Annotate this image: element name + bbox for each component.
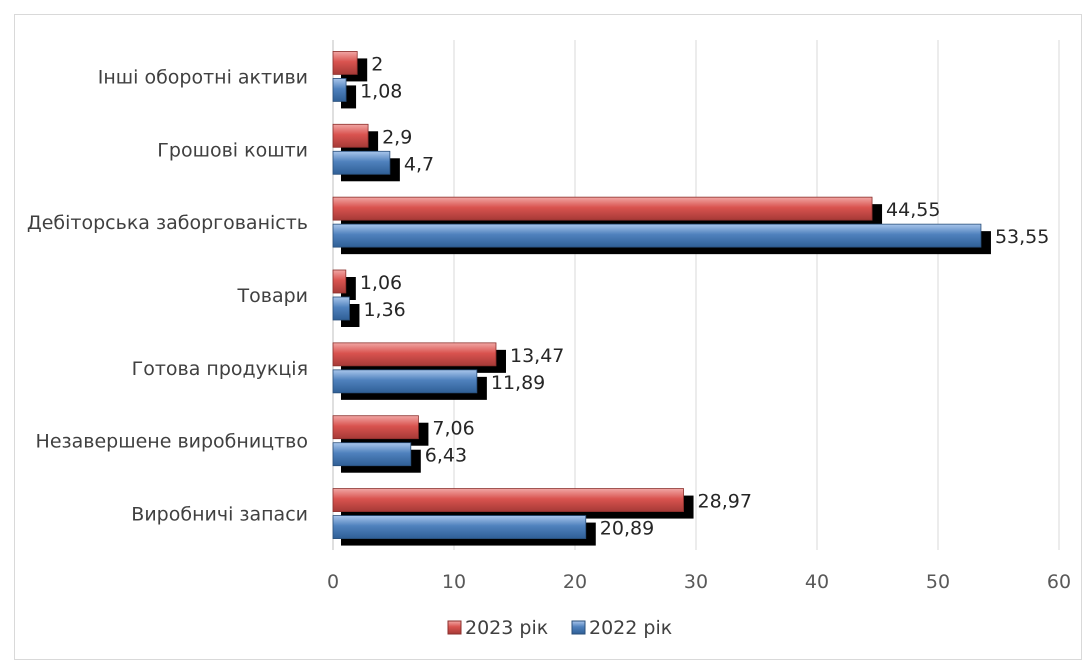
bar-2023 [332, 342, 497, 367]
bar-2023 [332, 123, 369, 148]
data-label: 44,55 [886, 199, 940, 221]
x-tick-label: 0 [327, 571, 339, 593]
bar-2022 [332, 150, 391, 175]
legend-swatch-2022 [571, 620, 586, 635]
data-label: 11,89 [491, 372, 545, 394]
data-label: 7,06 [432, 418, 474, 440]
x-tick-label: 60 [1047, 571, 1071, 593]
bar-2022 [332, 369, 478, 394]
category-label: Виробничі запаси [131, 504, 308, 526]
bar-2022 [332, 515, 587, 539]
bar-2022 [332, 223, 982, 248]
data-label: 1,08 [360, 80, 402, 102]
data-label: 2 [371, 53, 383, 75]
x-tick-label: 10 [442, 571, 466, 593]
chart-frame [14, 14, 1082, 660]
category-label: Інші оборотні активи [98, 66, 308, 88]
data-label: 28,97 [698, 491, 752, 513]
category-label: Дебіторська заборгованість [27, 212, 308, 234]
x-tick-label: 40 [805, 571, 829, 593]
category-label: Готова продукція [132, 358, 308, 380]
bar-2022 [332, 442, 412, 467]
data-label: 1,36 [363, 299, 405, 321]
data-label: 13,47 [510, 345, 564, 367]
bar-2023 [332, 51, 358, 75]
category-label: Незавершене виробництво [36, 431, 308, 453]
bar-2022 [332, 78, 347, 102]
x-tick-label: 20 [563, 571, 587, 593]
bar-2023 [332, 196, 873, 221]
category-label: Грошові кошти [157, 139, 308, 161]
data-label: 2,9 [382, 126, 412, 148]
data-label: 53,55 [995, 226, 1049, 248]
bar-2023 [332, 269, 347, 294]
bar-2023 [332, 415, 419, 440]
bar-2023 [332, 488, 684, 512]
data-label: 1,06 [360, 272, 402, 294]
data-label: 4,7 [404, 153, 434, 175]
category-label: Товари [237, 285, 308, 307]
legend-label-2023: 2023 рік [465, 617, 548, 639]
bar-2022 [332, 296, 350, 321]
x-tick-label: 50 [926, 571, 950, 593]
legend-label-2022: 2022 рік [589, 617, 672, 639]
data-label: 6,43 [425, 445, 467, 467]
legend-swatch-2023 [447, 620, 462, 635]
data-label: 20,89 [600, 518, 654, 540]
x-tick-label: 30 [684, 571, 708, 593]
